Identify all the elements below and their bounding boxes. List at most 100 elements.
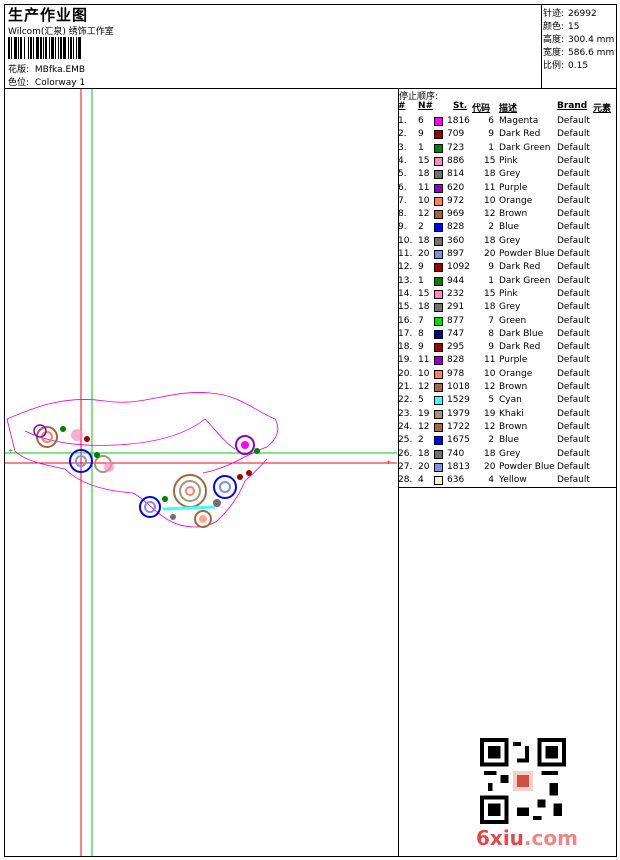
row-stitches: 723: [447, 142, 465, 153]
col-header-brand: Brand: [557, 101, 588, 111]
row-brand: Default: [557, 275, 590, 286]
row-needle: 11: [418, 355, 430, 366]
info-colors: 颜色: 15: [543, 19, 580, 32]
row-needle: 1: [418, 275, 424, 286]
row-description: Brown: [499, 421, 528, 432]
row-stitches: 978: [447, 368, 465, 379]
row-needle: 11: [418, 182, 430, 193]
sequence-row: 10. 18 360 18 Grey Default: [398, 235, 616, 248]
sequence-row: 2. 9 709 9 Dark Red Default: [398, 128, 616, 141]
design-value: MBfka.EMB: [34, 65, 86, 75]
row-stitches: 886: [447, 155, 465, 166]
row-stitches: 747: [447, 328, 465, 339]
row-stitches: 828: [447, 222, 465, 233]
row-description: Dark Red: [499, 342, 541, 353]
row-stitches: 1816: [447, 116, 470, 126]
row-brand: Default: [557, 382, 590, 392]
row-stitches: 1675: [447, 435, 470, 446]
row-index: 13.: [398, 275, 413, 286]
row-description: Grey: [499, 169, 521, 180]
row-index: 25.: [398, 435, 413, 446]
color-swatch: [434, 356, 443, 366]
row-brand: Default: [557, 328, 590, 339]
row-needle: 12: [418, 421, 430, 432]
color-swatch: [434, 383, 443, 392]
row-needle: 6: [418, 116, 424, 126]
colorway: 色位: Colorway 1: [8, 75, 85, 88]
row-code: 10: [484, 368, 496, 379]
row-code: 15: [484, 155, 496, 166]
row-index: 16.: [398, 315, 413, 326]
page-title: 生产作业图: [8, 6, 89, 24]
sequence-row: 13. 1 944 1 Dark Green Default: [398, 275, 616, 288]
row-description: Green: [499, 315, 527, 326]
row-code: 11: [484, 182, 496, 193]
color-swatch: [434, 369, 443, 379]
sequence-row: 25. 2 1675 2 Blue Default: [398, 434, 616, 447]
sequence-row: 27. 20 1813 20 Powder Blue Default: [398, 461, 616, 474]
embroidery-preview: + +: [5, 89, 397, 856]
row-index: 3.: [398, 142, 407, 153]
row-code: 19: [484, 408, 496, 419]
info-scale: 比例: 0.15: [543, 58, 588, 71]
row-index: 19.: [398, 355, 413, 366]
row-description: Cyan: [499, 395, 522, 406]
row-description: Dark Green: [499, 142, 551, 153]
row-stitches: 897: [447, 249, 465, 259]
sequence-row: 14. 15 232 15 Pink Default: [398, 288, 616, 301]
row-code: 12: [484, 382, 496, 392]
row-code: 4: [488, 475, 494, 486]
sequence-row: 8. 12 969 12 Brown Default: [398, 208, 616, 221]
row-description: Grey: [499, 302, 521, 313]
row-stitches: 1092: [447, 262, 470, 273]
row-index: 12.: [398, 262, 413, 273]
row-index: 21.: [398, 382, 413, 392]
row-brand: Default: [557, 129, 590, 140]
color-swatch: [434, 303, 443, 313]
color-swatch: [434, 289, 443, 299]
row-code: 2: [488, 435, 494, 446]
sequence-row: 11. 20 897 20 Powder Blue Default: [398, 248, 616, 261]
row-brand: Default: [557, 408, 590, 419]
row-needle: 2: [418, 222, 424, 233]
row-brand: Default: [557, 475, 590, 486]
row-needle: 15: [418, 288, 430, 299]
sequence-row: 4. 15 886 15 Pink Default: [398, 155, 616, 168]
row-stitches: 828: [447, 355, 465, 366]
row-description: Orange: [499, 368, 533, 379]
row-needle: 8: [418, 328, 424, 339]
info-height: 高度: 300.4 mm: [543, 32, 614, 45]
row-index: 28.: [398, 475, 413, 486]
header-divider: [4, 88, 617, 89]
row-index: 4.: [398, 155, 407, 166]
col-header-stitches: St.: [453, 101, 468, 111]
row-brand: Default: [557, 421, 590, 432]
row-code: 9: [488, 262, 494, 273]
row-brand: Default: [557, 155, 590, 166]
watermark-suffix: .com: [523, 826, 578, 850]
row-brand: Default: [557, 448, 590, 459]
color-swatch: [434, 449, 443, 459]
row-brand: Default: [557, 262, 590, 273]
info-value: 586.6 mm: [568, 48, 615, 58]
row-code: 12: [484, 209, 496, 220]
row-needle: 5: [418, 395, 424, 406]
row-stitches: 1979: [447, 408, 470, 419]
row-code: 18: [484, 235, 496, 246]
sequence-row: 18. 9 295 9 Dark Red Default: [398, 341, 616, 354]
row-description: Dark Red: [499, 129, 541, 140]
row-description: Pink: [499, 155, 518, 166]
row-description: Purple: [499, 182, 528, 193]
row-stitches: 740: [447, 448, 465, 459]
row-index: 8.: [398, 209, 407, 220]
row-needle: 9: [418, 262, 424, 273]
row-description: Blue: [499, 435, 519, 446]
row-code: 2: [488, 222, 494, 233]
info-label: 宽度:: [543, 48, 565, 58]
sequence-row: 23. 19 1979 19 Khaki Default: [398, 408, 616, 421]
row-code: 1: [488, 275, 494, 286]
row-code: 15: [484, 288, 496, 299]
row-brand: Default: [557, 435, 590, 446]
row-stitches: 814: [447, 169, 465, 180]
sequence-row: 16. 7 877 7 Green Default: [398, 315, 616, 328]
